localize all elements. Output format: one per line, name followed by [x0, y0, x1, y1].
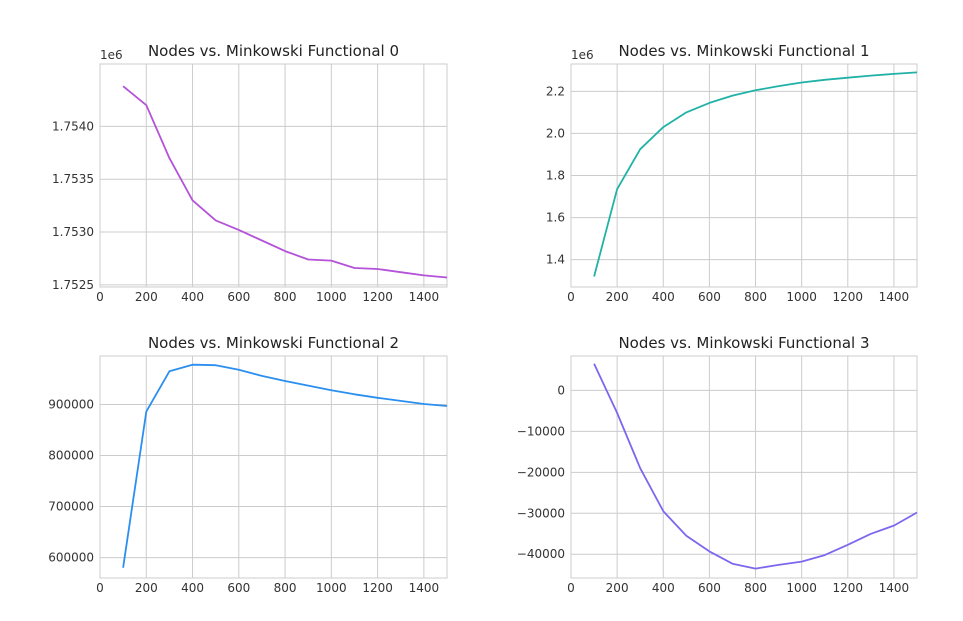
x-tick-label: 1200: [362, 290, 393, 304]
series-line: [122, 85, 448, 279]
x-tick-label: 600: [227, 581, 250, 595]
y-tick-label: 1.8: [546, 169, 565, 183]
x-tick-label: 1000: [786, 581, 817, 595]
x-tick-label: 800: [744, 581, 767, 595]
x-tick-label: 400: [181, 290, 204, 304]
x-tick-label: 200: [135, 581, 158, 595]
x-tick-label: 400: [652, 581, 675, 595]
chart-title: Nodes vs. Minkowski Functional 1: [618, 42, 869, 60]
x-tick-label: 0: [567, 290, 575, 304]
plot-frame: [570, 63, 918, 288]
x-tick-label: 1200: [833, 290, 864, 304]
plot-frame: [99, 63, 448, 288]
subplot-0: Nodes vs. Minkowski Functional 0 1e6 0 200 4…: [52, 42, 448, 304]
chart-title: Nodes vs. Minkowski Functional 3: [618, 334, 869, 352]
x-tick-label: 1400: [409, 290, 440, 304]
y-tick-label: 600000: [48, 551, 94, 565]
x-tick-label: 200: [606, 581, 629, 595]
x-tick-label: 400: [181, 581, 204, 595]
series-line: [122, 363, 448, 568]
plot-frame: [99, 355, 448, 579]
y-tick-label: 2.2: [546, 84, 565, 98]
x-tick-label: 800: [274, 290, 297, 304]
y-tick-label: 800000: [48, 449, 94, 463]
subplot-2: Nodes vs. Minkowski Functional 2 0 200 400 6…: [48, 334, 448, 595]
y-tick-label: 2.0: [546, 126, 565, 140]
x-tick-label: 1400: [409, 581, 440, 595]
plot-frame: [570, 355, 918, 579]
y-tick-label: 1.4: [546, 253, 565, 267]
x-tick-label: 800: [744, 290, 767, 304]
x-tick-label: 1000: [786, 290, 817, 304]
y-tick-label: 1.7525: [52, 278, 94, 292]
x-tick-label: 1000: [316, 581, 347, 595]
x-tick-label: 600: [698, 290, 721, 304]
y-offset-label: 1e6: [571, 48, 594, 62]
y-tick-label: −20000: [517, 465, 565, 479]
chart-title: Nodes vs. Minkowski Functional 2: [148, 334, 399, 352]
subplot-3: Nodes vs. Minkowski Functional 3 0 200 400 6…: [517, 334, 918, 595]
x-tick-label: 1400: [879, 290, 910, 304]
y-tick-label: −10000: [517, 424, 565, 438]
x-tick-label: 200: [606, 290, 629, 304]
x-tick-label: 0: [96, 581, 104, 595]
x-tick-label: 400: [652, 290, 675, 304]
subplot-1: Nodes vs. Minkowski Functional 1 1e6 0 200 4…: [546, 42, 918, 304]
x-tick-label: 1200: [833, 581, 864, 595]
x-tick-label: 1000: [316, 290, 347, 304]
x-tick-label: 1200: [362, 581, 393, 595]
x-tick-label: 0: [96, 290, 104, 304]
y-tick-label: 1.7530: [52, 225, 94, 239]
x-tick-label: 200: [135, 290, 158, 304]
x-tick-label: 600: [227, 290, 250, 304]
chart-title: Nodes vs. Minkowski Functional 0: [148, 42, 399, 60]
x-tick-label: 600: [698, 581, 721, 595]
x-tick-label: 0: [567, 581, 575, 595]
y-tick-label: −40000: [517, 547, 565, 561]
y-tick-label: 900000: [48, 397, 94, 411]
y-tick-label: 0: [557, 383, 565, 397]
series-line: [593, 363, 918, 570]
x-tick-label: 1400: [879, 581, 910, 595]
y-tick-label: 700000: [48, 500, 94, 514]
y-tick-label: −30000: [517, 506, 565, 520]
series-line: [593, 71, 918, 277]
y-offset-label: 1e6: [100, 48, 123, 62]
y-tick-label: 1.6: [546, 211, 565, 225]
x-tick-label: 800: [274, 581, 297, 595]
y-tick-label: 1.7540: [52, 119, 94, 133]
y-tick-label: 1.7535: [52, 172, 94, 186]
